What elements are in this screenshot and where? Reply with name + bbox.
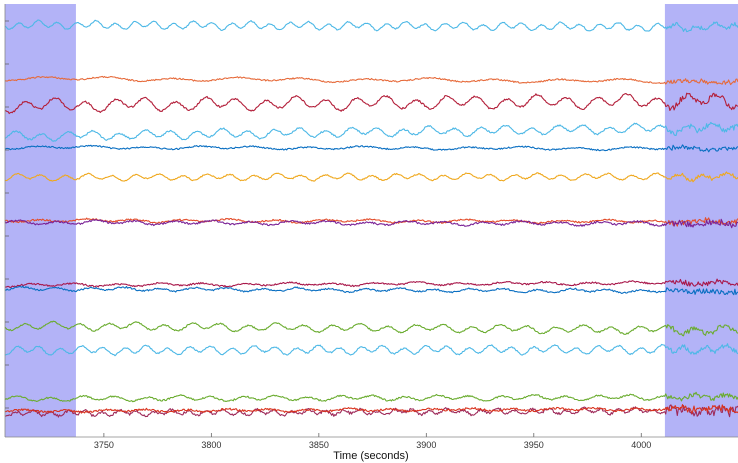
x-tick-label: 3950 — [524, 440, 544, 450]
x-tick-label: 4000 — [631, 440, 651, 450]
signal-trace — [4, 144, 738, 153]
x-tick-label: 3900 — [416, 440, 436, 450]
signal-trace — [4, 391, 738, 403]
signal-trace — [4, 92, 738, 115]
signal-trace — [4, 75, 738, 86]
signal-traces — [4, 19, 738, 418]
x-tick-label: 3850 — [309, 440, 329, 450]
x-axis-title: Time (seconds) — [333, 450, 408, 462]
signal-trace — [4, 171, 738, 183]
signal-trace — [5, 278, 738, 289]
signal-trace — [4, 343, 738, 357]
highlight-bands — [5, 4, 738, 437]
signal-trace — [4, 404, 738, 418]
axes — [4, 4, 738, 438]
signal-trace — [4, 19, 738, 33]
signal-trace — [4, 121, 738, 142]
signal-trace — [4, 218, 738, 229]
signal-trace — [4, 285, 738, 296]
signal-trace — [4, 404, 738, 414]
x-ticks: 3750 3800 3850 3900 3950 4000 — [5, 20, 651, 450]
x-tick-label: 3800 — [201, 440, 221, 450]
x-tick-label: 3750 — [94, 440, 114, 450]
signal-trace — [4, 320, 738, 337]
signal-trace — [4, 217, 738, 227]
